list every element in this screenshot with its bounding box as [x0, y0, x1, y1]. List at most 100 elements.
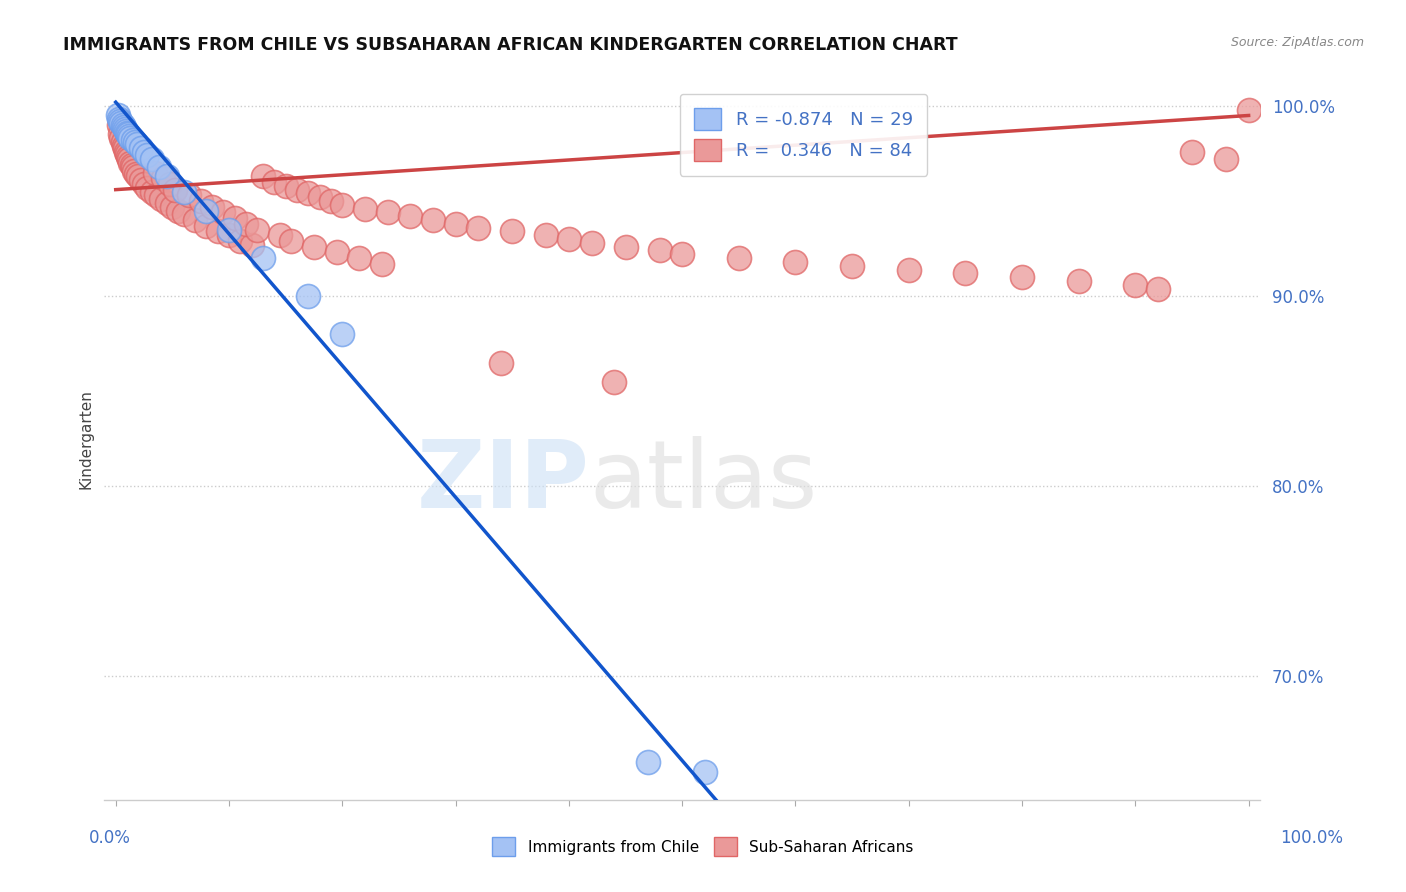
Point: [955, 266, 977, 280]
Point: [173, 185, 195, 199]
Point: [108, 112, 131, 127]
Point: [121, 160, 143, 174]
Point: [218, 228, 240, 243]
Point: [280, 234, 302, 248]
Point: [246, 222, 269, 236]
Text: 100.0%: 100.0%: [1279, 829, 1343, 847]
Point: [115, 126, 138, 140]
Point: [224, 211, 246, 226]
Point: [614, 240, 637, 254]
Point: [371, 257, 394, 271]
Point: [148, 160, 170, 174]
Point: [110, 114, 132, 128]
Point: [162, 200, 184, 214]
Text: Source: ZipAtlas.com: Source: ZipAtlas.com: [1230, 36, 1364, 49]
Point: [297, 186, 319, 201]
Point: [152, 171, 174, 186]
Point: [325, 245, 347, 260]
Point: [120, 131, 142, 145]
Point: [349, 251, 371, 265]
Point: [229, 234, 252, 248]
Point: [489, 356, 512, 370]
Point: [671, 247, 693, 261]
Point: [125, 168, 148, 182]
Point: [141, 152, 163, 166]
Point: [263, 175, 285, 189]
Point: [115, 146, 138, 161]
Point: [1123, 277, 1146, 292]
Point: [319, 194, 342, 208]
Point: [156, 169, 179, 184]
Point: [195, 219, 218, 233]
Point: [167, 203, 190, 218]
Point: [124, 135, 146, 149]
Point: [190, 194, 212, 208]
Point: [330, 327, 353, 342]
Point: [399, 209, 422, 223]
Point: [136, 148, 159, 162]
Point: [218, 222, 240, 236]
Y-axis label: Kindergarten: Kindergarten: [79, 389, 93, 489]
Point: [110, 116, 132, 130]
Point: [115, 124, 138, 138]
Point: [127, 136, 149, 151]
Point: [354, 202, 377, 216]
Point: [132, 177, 155, 191]
Text: 0.0%: 0.0%: [89, 829, 131, 847]
Point: [121, 133, 143, 147]
Point: [195, 203, 218, 218]
Text: ZIP: ZIP: [416, 436, 589, 528]
Point: [141, 185, 163, 199]
Point: [302, 240, 325, 254]
Point: [841, 259, 863, 273]
Point: [444, 217, 467, 231]
Point: [107, 108, 129, 122]
Point: [120, 156, 142, 170]
Point: [156, 196, 179, 211]
Point: [112, 120, 135, 134]
Point: [207, 225, 229, 239]
Point: [274, 178, 297, 193]
Point: [501, 225, 523, 239]
Point: [117, 150, 139, 164]
Point: [127, 169, 149, 184]
Point: [558, 232, 581, 246]
Point: [179, 188, 201, 202]
Point: [129, 173, 152, 187]
Point: [136, 180, 159, 194]
Point: [308, 190, 330, 204]
Point: [1215, 152, 1237, 166]
Point: [118, 152, 141, 166]
Point: [111, 118, 134, 132]
Point: [201, 200, 224, 214]
Point: [212, 205, 235, 219]
Point: [422, 213, 444, 227]
Point: [330, 198, 353, 212]
Text: IMMIGRANTS FROM CHILE VS SUBSAHARAN AFRICAN KINDERGARTEN CORRELATION CHART: IMMIGRANTS FROM CHILE VS SUBSAHARAN AFRI…: [63, 36, 957, 54]
Point: [1237, 103, 1260, 117]
Point: [727, 251, 749, 265]
Point: [240, 237, 263, 252]
Point: [159, 177, 181, 191]
Point: [114, 121, 136, 136]
Point: [122, 163, 145, 178]
Point: [163, 183, 186, 197]
Point: [112, 139, 135, 153]
Point: [467, 220, 489, 235]
Point: [285, 183, 308, 197]
Point: [269, 228, 291, 243]
Point: [897, 262, 920, 277]
Point: [252, 251, 274, 265]
Point: [581, 235, 603, 250]
Point: [118, 129, 141, 144]
Point: [184, 213, 207, 227]
Point: [132, 145, 155, 159]
Point: [1011, 270, 1033, 285]
Point: [534, 228, 557, 243]
Point: [108, 118, 131, 132]
Point: [603, 375, 626, 389]
Point: [111, 135, 134, 149]
Point: [637, 755, 659, 769]
Point: [121, 158, 143, 172]
Point: [114, 141, 136, 155]
